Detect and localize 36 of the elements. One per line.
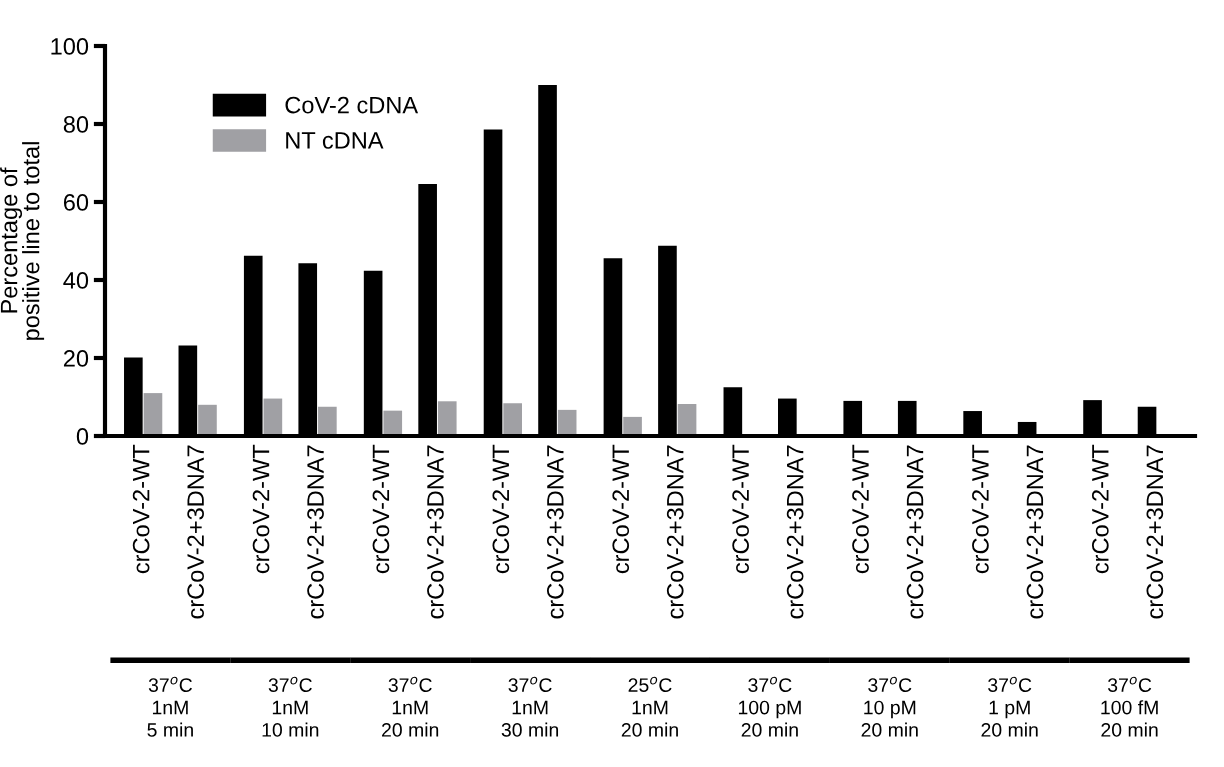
y-tick-label: 100 (51, 38, 89, 55)
x-tick-label: crCoV-2+3DNA7 (906, 445, 924, 619)
x-tick-label: crCoV-2+3DNA7 (187, 445, 204, 619)
legend-label: NT cDNA (286, 132, 384, 149)
x-tick-label: crCoV-2+3DNA7 (666, 445, 684, 619)
text: 37$^{o}$C 1nM 5 min (147, 676, 193, 737)
y-axis-title: Percentage of positive line to total (0, 142, 45, 340)
x-tick-label: crCoV-2-WT (1091, 444, 1109, 574)
x-tick-label: crCoV-2+3DNA7 (307, 445, 324, 619)
text: 37$^{o}$C 1nM 30 min (501, 676, 559, 737)
x-tick-label: crCoV-2+3DNA7 (1146, 445, 1164, 619)
text: 37$^{o}$C 100 fM 20 min (1101, 676, 1158, 737)
y-tick-label: 20 (63, 350, 89, 367)
y-tick-label: 60 (63, 194, 89, 211)
x-tick-label: crCoV-2-WT (372, 444, 390, 574)
x-tick-label: crCoV-2-WT (492, 444, 510, 574)
y-tick-label: 40 (63, 272, 89, 289)
x-tick-label: crCoV-2-WT (732, 444, 749, 574)
x-tick-label: crCoV-2-WT (972, 444, 989, 574)
text: 37$^{o}$C 1nM 20 min (382, 676, 439, 737)
y-tick-label: 80 (63, 116, 89, 133)
x-tick-label: crCoV-2+3DNA7 (1026, 445, 1044, 619)
x-tick-label: crCoV-2-WT (252, 444, 270, 574)
text: 37$^{o}$C 100 pM 20 min (738, 676, 801, 737)
x-tick-label: crCoV-2-WT (852, 444, 869, 574)
text: 37$^{o}$C 1nM 10 min (262, 676, 319, 737)
text: 37$^{o}$C 1 pM 20 min (981, 676, 1038, 737)
legend-label: CoV-2 cDNA (285, 96, 419, 114)
x-tick-label: crCoV-2-WT (612, 444, 630, 574)
y-tick-label: 0 (76, 428, 89, 445)
x-tick-label: crCoV-2+3DNA7 (786, 445, 804, 619)
text: 25$^{o}$C 1nM 20 min (621, 676, 678, 737)
x-tick-label: crCoV-2+3DNA7 (546, 445, 564, 619)
text: 37$^{o}$C 10 pM 20 min (861, 676, 918, 737)
x-tick-label: crCoV-2+3DNA7 (427, 445, 444, 619)
x-tick-label: crCoV-2-WT (132, 444, 150, 574)
